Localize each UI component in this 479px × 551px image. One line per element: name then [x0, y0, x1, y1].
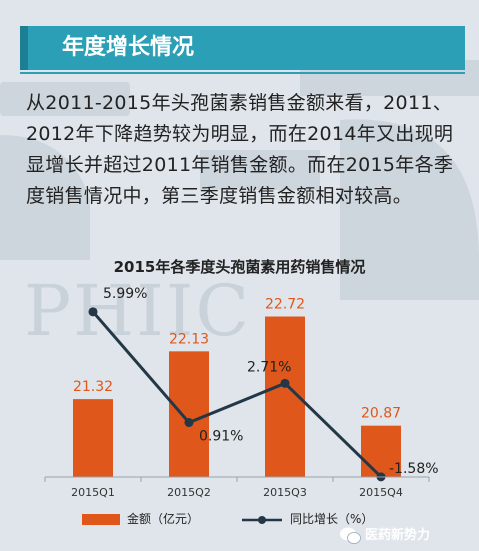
- section-header: 年度增长情况: [20, 26, 465, 70]
- bar-value-label: 20.87: [361, 406, 401, 422]
- growth-value-label: 5.99%: [103, 286, 147, 302]
- legend-line-swatch: [242, 516, 282, 524]
- legend-bar-label: 金额（亿元）: [127, 512, 200, 526]
- chart-legend: 金额（亿元） 同比增长（%）: [0, 506, 479, 536]
- legend-bar-swatch: [82, 514, 120, 525]
- bar-value-label: 22.13: [169, 331, 209, 347]
- bar-2015Q2: [169, 351, 209, 477]
- intro-paragraph: 从2011-2015年头孢菌素销售金额来看，2011、2012年下降趋势较为明显…: [26, 92, 454, 207]
- growth-point-2015Q3: [280, 378, 290, 388]
- x-tick-label: 2015Q4: [359, 486, 403, 499]
- growth-value-label: 0.91%: [199, 429, 243, 445]
- brand-watermark: 医药新势力: [340, 524, 431, 548]
- header-accent: [20, 26, 28, 70]
- growth-point-2015Q2: [184, 418, 194, 428]
- bar-2015Q1: [73, 399, 113, 477]
- section-title: 年度增长情况: [62, 35, 195, 60]
- x-tick-label: 2015Q2: [167, 486, 211, 499]
- growth-value-label: -1.58%: [389, 461, 439, 477]
- wechat-icon: [340, 527, 361, 544]
- header-divider: [20, 72, 465, 74]
- legend-line-label: 同比增长（%）: [290, 512, 374, 526]
- x-tick-label: 2015Q3: [263, 486, 307, 499]
- bar-value-label: 22.72: [265, 297, 305, 313]
- chart-title: 2015年各季度头孢菌素用药销售情况: [113, 258, 366, 276]
- watermark-text: PHIIC: [24, 270, 251, 352]
- growth-value-label: 2.71%: [247, 359, 291, 375]
- bar-value-label: 21.32: [73, 379, 113, 395]
- bar-2015Q4: [361, 425, 401, 477]
- x-tick-label: 2015Q1: [71, 486, 115, 499]
- brand-name: 医药新势力: [365, 528, 431, 543]
- growth-line: [91, 310, 383, 478]
- growth-point-2015Q1: [88, 307, 98, 317]
